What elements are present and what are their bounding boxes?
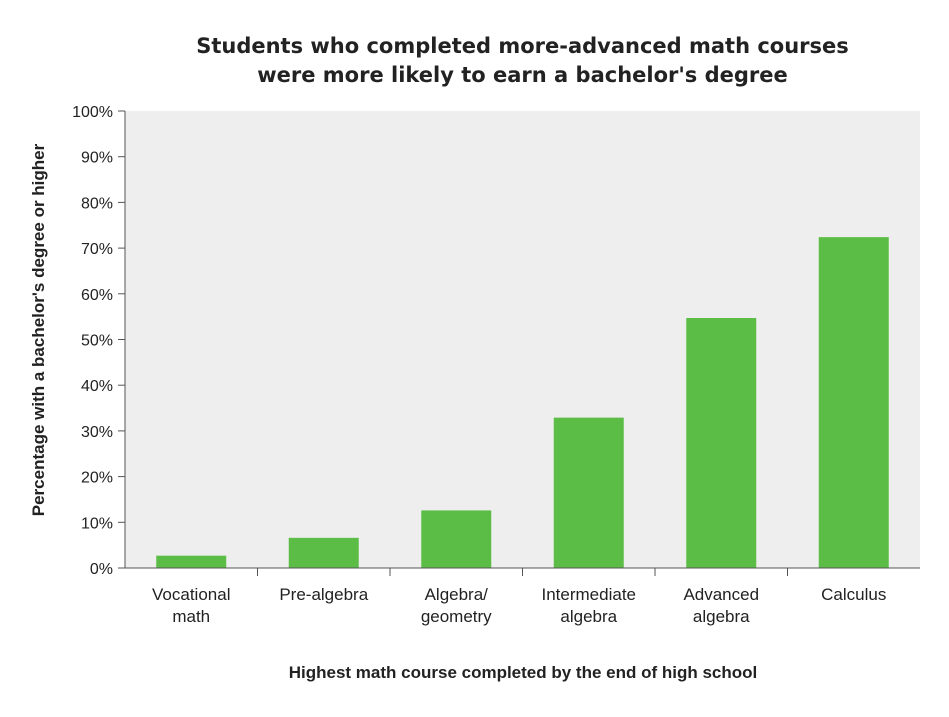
x-tick-label-1: Pre-algebra bbox=[279, 585, 368, 604]
x-axis-title: Highest math course completed by the end… bbox=[289, 663, 758, 682]
x-tick-label-0: Vocational math bbox=[152, 585, 230, 626]
bar-0 bbox=[156, 555, 227, 568]
y-tick-label: 80% bbox=[81, 195, 113, 212]
y-tick-label: 60% bbox=[81, 287, 113, 304]
y-axis-title: Percentage with a bachelor's degree or h… bbox=[29, 143, 48, 516]
chart-title: Students who completed more-advanced mat… bbox=[0, 32, 949, 90]
y-tick-label: 70% bbox=[81, 241, 113, 258]
y-tick-label: 20% bbox=[81, 470, 113, 487]
plot-background bbox=[125, 111, 920, 568]
y-tick-label: 0% bbox=[90, 561, 113, 578]
y-tick-label: 10% bbox=[81, 515, 113, 532]
x-tick-label-2: Algebra/geometry bbox=[421, 585, 492, 626]
bar-3 bbox=[553, 417, 624, 568]
y-tick-label: 90% bbox=[81, 150, 113, 167]
bar-4 bbox=[686, 318, 757, 568]
bar-2 bbox=[421, 510, 492, 568]
bar-5 bbox=[818, 237, 889, 568]
y-tick-label: 40% bbox=[81, 378, 113, 395]
chart-title-line-2: were more likely to earn a bachelor's de… bbox=[257, 63, 788, 87]
x-tick-label-5: Calculus bbox=[821, 585, 886, 604]
y-tick-label: 50% bbox=[81, 333, 113, 350]
bar-1 bbox=[288, 537, 359, 568]
x-tick-label-3: Intermediate algebra bbox=[542, 585, 637, 626]
chart-title-line-1: Students who completed more-advanced mat… bbox=[196, 34, 849, 58]
y-tick-label: 100% bbox=[72, 104, 113, 121]
x-tick-label-4: Advanced algebra bbox=[683, 585, 759, 626]
y-tick-label: 30% bbox=[81, 424, 113, 441]
